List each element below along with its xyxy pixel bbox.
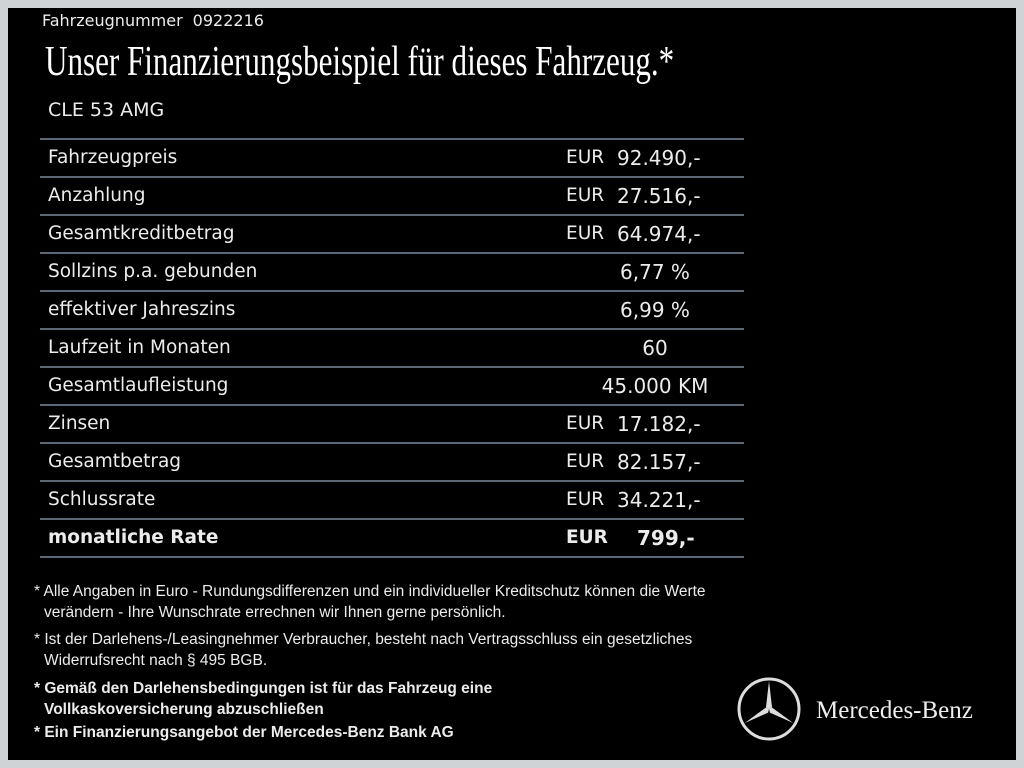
vehicle-number-label: Fahrzeugnummer <box>42 11 183 30</box>
table-row: Sollzins p.a. gebunden 6,77 % <box>40 254 744 292</box>
amount: 82.157,- <box>617 450 701 474</box>
finance-table: Fahrzeugpreis EUR 92.490,- Anzahlung EUR 27.5… <box>40 138 744 558</box>
brand-logo <box>737 677 801 741</box>
table-row: Gesamtbetrag EUR 82.157,- <box>40 444 744 482</box>
amount: 27.516,- <box>617 184 701 208</box>
amount: 92.490,- <box>617 146 701 170</box>
amount: 799,- <box>637 526 695 550</box>
amount: 34.221,- <box>617 488 701 512</box>
row-label: Schlussrate <box>48 489 156 510</box>
table-row: Fahrzeugpreis EUR 92.490,- <box>40 140 744 178</box>
vehicle-number-value: 0922216 <box>192 11 264 30</box>
row-label: Gesamtbetrag <box>48 451 182 472</box>
row-label: Sollzins p.a. gebunden <box>48 261 258 282</box>
footnote: * Alle Angaben in Euro - Rundungsdiffere… <box>34 583 706 621</box>
currency: EUR <box>566 451 605 472</box>
footnote: * Gemäß den Darlehensbedingungen ist für… <box>34 680 493 718</box>
table-row: Anzahlung EUR 27.516,- <box>40 178 744 216</box>
model: CLE 53 AMG <box>48 99 165 121</box>
currency: EUR <box>566 527 608 548</box>
footnote: * Ein Finanzierungsangebot der Mercedes-… <box>34 724 454 741</box>
row-label: monatliche Rate <box>48 527 219 548</box>
title: Unser Finanzierungsbeispiel für dieses F… <box>45 39 675 85</box>
row-label: Laufzeit in Monaten <box>48 337 231 358</box>
row-label: Gesamtkreditbetrag <box>48 223 235 244</box>
amount: 60 <box>642 336 668 360</box>
footnote: * Ist der Darlehens-/Leasingnehmer Verbr… <box>34 631 693 669</box>
amount: 17.182,- <box>617 412 701 436</box>
currency: EUR <box>566 413 605 434</box>
currency: EUR <box>566 223 605 244</box>
amount: 6,77 % <box>620 260 690 284</box>
currency: EUR <box>566 147 605 168</box>
row-label: effektiver Jahreszins <box>48 299 236 320</box>
table-row: Laufzeit in Monaten 60 <box>40 330 744 368</box>
table-row: Gesamtkreditbetrag EUR 64.974,- <box>40 216 744 254</box>
table-row: monatliche Rate EUR 799,- <box>40 520 744 558</box>
amount: 64.974,- <box>617 222 701 246</box>
currency: EUR <box>566 489 605 510</box>
table-row: Schlussrate EUR 34.221,- <box>40 482 744 520</box>
table-row: effektiver Jahreszins 6,99 % <box>40 292 744 330</box>
row-label: Gesamtlaufleistung <box>48 375 229 396</box>
row-label: Anzahlung <box>48 185 146 206</box>
row-label: Zinsen <box>48 413 111 434</box>
table-row: Zinsen EUR 17.182,- <box>40 406 744 444</box>
table-row: Gesamtlaufleistung 45.000 KM <box>40 368 744 406</box>
vehicle-number: Fahrzeugnummer 0922216 <box>42 11 264 30</box>
amount: 45.000 KM <box>601 374 709 398</box>
brand-name: Mercedes-Benz <box>816 697 973 724</box>
row-label: Fahrzeugpreis <box>48 147 178 168</box>
ad-panel: Fahrzeugnummer 0922216 Unser Finanzierung… <box>8 8 1016 760</box>
currency: EUR <box>566 185 605 206</box>
amount: 6,99 % <box>620 298 690 322</box>
